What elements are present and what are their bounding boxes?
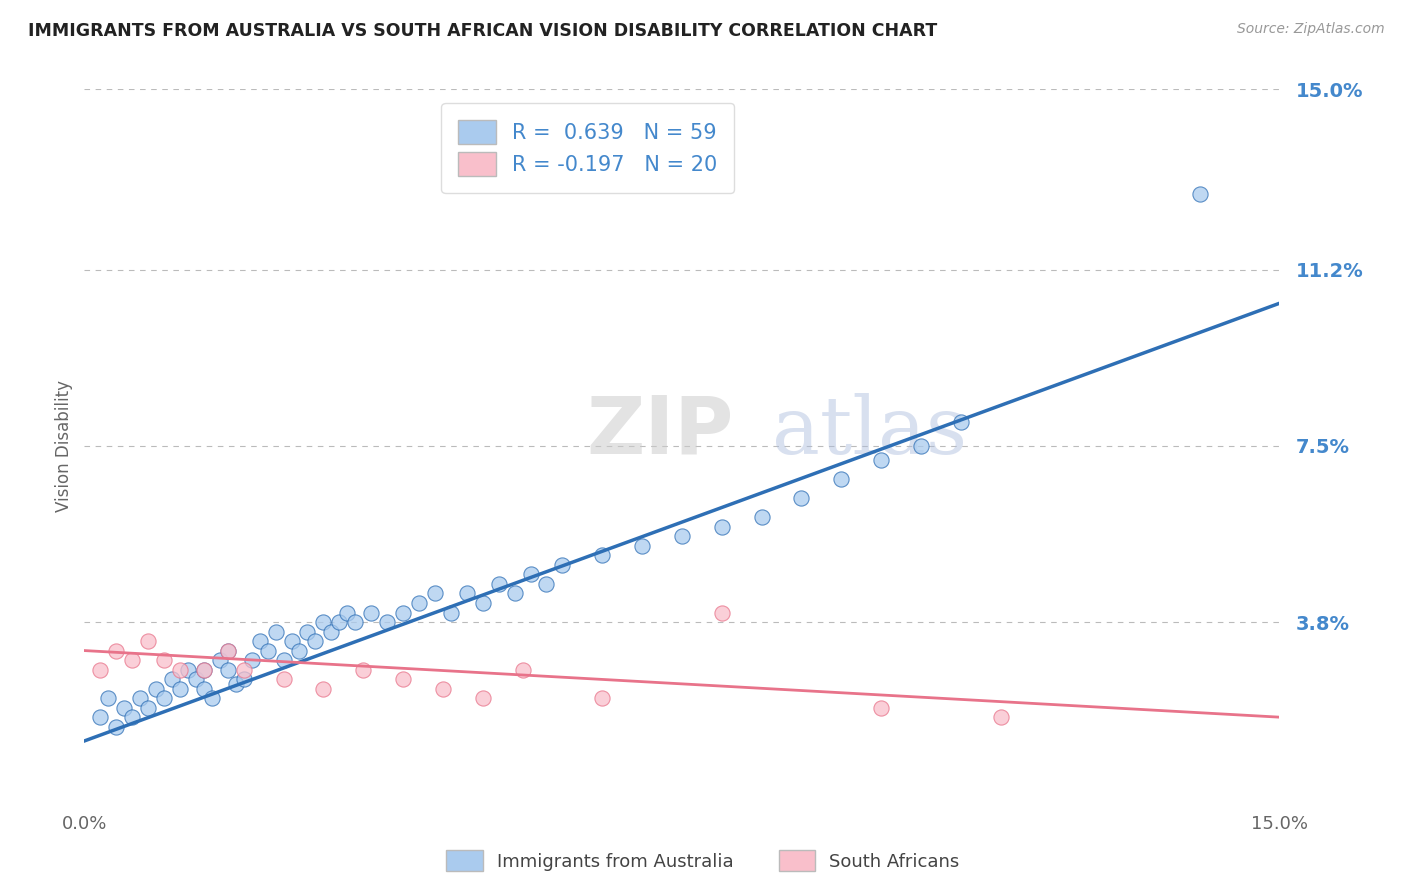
Point [136, 634, 159, 648]
Point [217, 643, 239, 657]
Text: atlas: atlas [772, 392, 967, 471]
Point [273, 653, 295, 667]
Point [193, 663, 215, 677]
Point [423, 586, 446, 600]
Point [177, 663, 200, 677]
Point [336, 606, 359, 620]
Point [519, 567, 541, 582]
Point [240, 653, 263, 667]
Point [375, 615, 398, 629]
Point [352, 663, 374, 677]
Point [225, 677, 247, 691]
Point [631, 539, 654, 553]
Point [97, 691, 120, 706]
Point [153, 653, 176, 667]
Point [512, 663, 534, 677]
Point [105, 643, 128, 657]
Point [232, 672, 254, 686]
Point [256, 643, 278, 657]
Point [280, 634, 302, 648]
Point [169, 663, 191, 677]
Point [160, 672, 183, 686]
Point [910, 439, 932, 453]
Point [193, 681, 215, 696]
Point [536, 577, 558, 591]
Point [105, 720, 128, 734]
Point [949, 415, 972, 429]
Point [304, 634, 326, 648]
Point [456, 586, 478, 600]
Point [551, 558, 574, 572]
Point [288, 643, 311, 657]
Point [328, 615, 350, 629]
Point [1188, 186, 1211, 201]
Point [121, 710, 143, 724]
Point [471, 691, 494, 706]
Point [870, 700, 893, 714]
Point [432, 681, 454, 696]
Point [312, 681, 335, 696]
Point [121, 653, 143, 667]
Legend: R =  0.639   N = 59, R = -0.197   N = 20: R = 0.639 N = 59, R = -0.197 N = 20 [441, 103, 734, 193]
Point [671, 529, 693, 543]
Point [503, 586, 526, 600]
Text: IMMIGRANTS FROM AUSTRALIA VS SOUTH AFRICAN VISION DISABILITY CORRELATION CHART: IMMIGRANTS FROM AUSTRALIA VS SOUTH AFRIC… [28, 22, 938, 40]
Point [830, 472, 852, 486]
Point [392, 606, 415, 620]
Point [129, 691, 152, 706]
Point [990, 710, 1012, 724]
Point [710, 606, 733, 620]
Point [312, 615, 335, 629]
Text: ZIP: ZIP [586, 392, 734, 471]
Point [184, 672, 207, 686]
Y-axis label: Vision Disability: Vision Disability [55, 380, 73, 512]
Point [321, 624, 343, 639]
Point [232, 663, 254, 677]
Point [169, 681, 191, 696]
Legend: Immigrants from Australia, South Africans: Immigrants from Australia, South African… [439, 843, 967, 879]
Point [751, 510, 773, 524]
Point [208, 653, 231, 667]
Point [136, 700, 159, 714]
Point [440, 606, 463, 620]
Point [217, 663, 239, 677]
Point [591, 549, 613, 563]
Point [471, 596, 494, 610]
Point [89, 710, 111, 724]
Point [870, 453, 893, 467]
Point [201, 691, 224, 706]
Point [591, 691, 613, 706]
Point [153, 691, 176, 706]
Point [710, 520, 733, 534]
Point [790, 491, 813, 506]
Point [249, 634, 271, 648]
Point [297, 624, 319, 639]
Point [264, 624, 287, 639]
Point [408, 596, 430, 610]
Point [360, 606, 382, 620]
Point [112, 700, 135, 714]
Point [344, 615, 367, 629]
Point [193, 663, 215, 677]
Text: Source: ZipAtlas.com: Source: ZipAtlas.com [1237, 22, 1385, 37]
Point [488, 577, 510, 591]
Point [273, 672, 295, 686]
Point [217, 643, 239, 657]
Point [145, 681, 167, 696]
Point [89, 663, 111, 677]
Point [392, 672, 415, 686]
